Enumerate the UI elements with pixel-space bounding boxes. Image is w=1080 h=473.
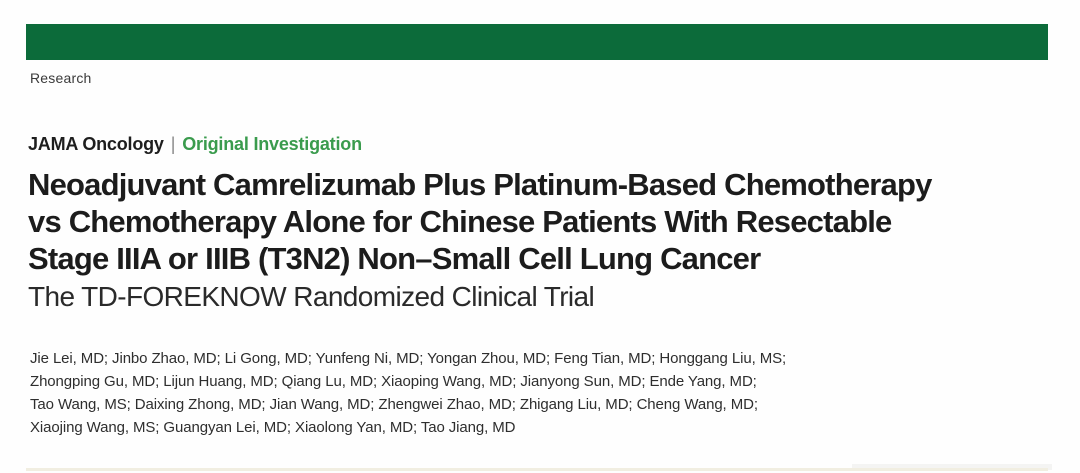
- article-category: Original Investigation: [182, 134, 362, 154]
- author-list: Jie Lei, MD; Jinbo Zhao, MD; Li Gong, MD…: [30, 347, 786, 439]
- author-list-line-1: Jie Lei, MD; Jinbo Zhao, MD; Li Gong, MD…: [30, 350, 787, 367]
- article-subtitle: The TD-FOREKNOW Randomized Clinical Tria…: [28, 281, 595, 312]
- kicker-separator: |: [170, 134, 176, 154]
- article-title: Neoadjuvant Camrelizumab Plus Platinum-B…: [28, 166, 932, 277]
- journal-name: JAMA Oncology: [28, 134, 164, 154]
- article-kicker: JAMA Oncology | Original Investigation: [28, 134, 362, 155]
- journal-banner-bar: [26, 24, 1048, 60]
- article-title-line-2: vs Chemotherapy Alone for Chinese Patien…: [28, 204, 892, 239]
- article-title-line-1: Neoadjuvant Camrelizumab Plus Platinum-B…: [28, 167, 932, 202]
- cutoff-content-artifact: [852, 464, 1052, 470]
- author-list-line-4: Xiaojing Wang, MS; Guangyan Lei, MD; Xia…: [30, 419, 516, 436]
- author-list-line-2: Zhongping Gu, MD; Lijun Huang, MD; Qiang…: [30, 373, 757, 390]
- author-list-line-3: Tao Wang, MS; Daixing Zhong, MD; Jian Wa…: [30, 396, 758, 413]
- bottom-section-divider: [26, 468, 1048, 471]
- section-label: Research: [30, 70, 92, 86]
- article-title-line-3: Stage IIIA or IIIB (T3N2) Non–Small Cell…: [28, 241, 761, 276]
